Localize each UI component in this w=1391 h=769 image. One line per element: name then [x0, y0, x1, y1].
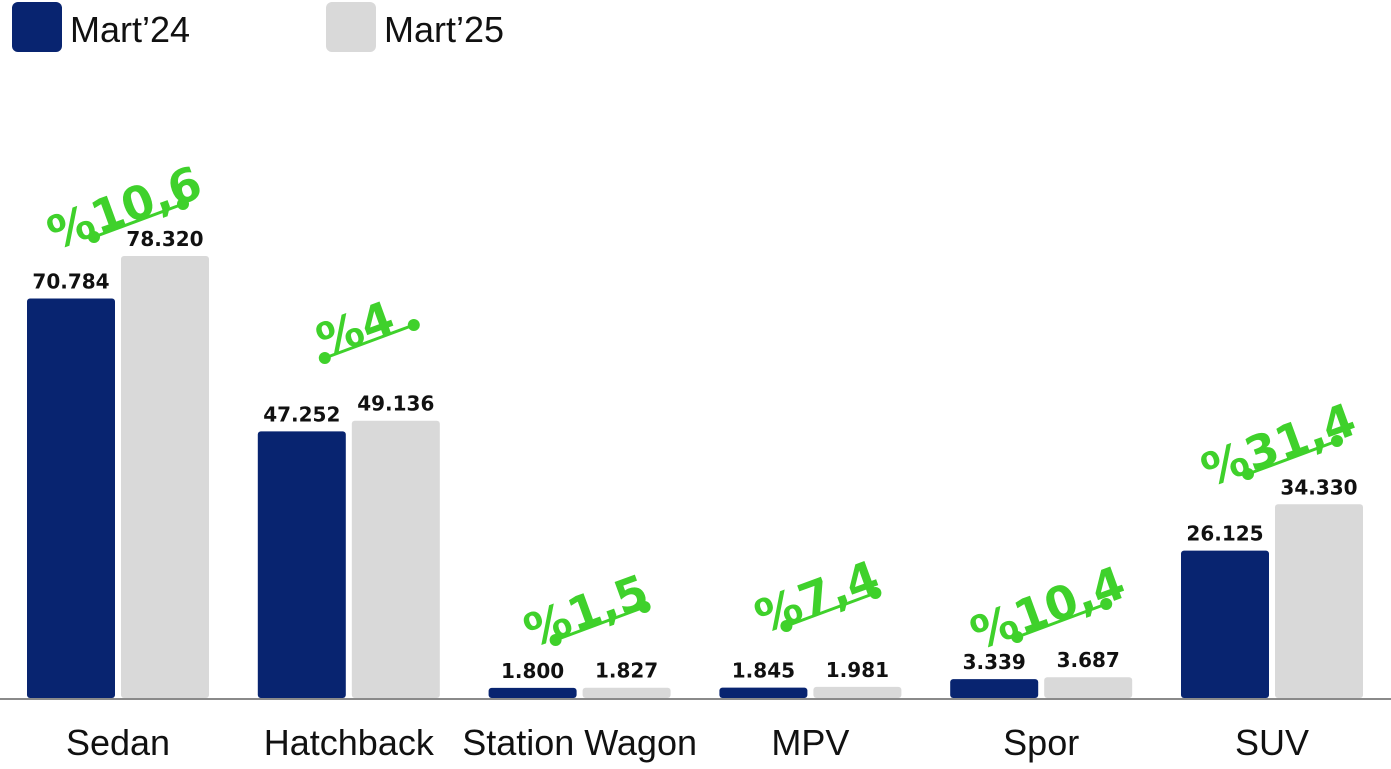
- bar: [351, 420, 440, 698]
- bar: [1275, 504, 1363, 698]
- bar: [1181, 550, 1269, 698]
- legend-swatch: [12, 2, 62, 52]
- change-annotation: %10,4: [964, 555, 1132, 660]
- value-label: 34.330: [1280, 475, 1357, 499]
- bar: [488, 687, 577, 698]
- value-label: 1.845: [732, 659, 795, 683]
- connector-dot: [1331, 435, 1343, 447]
- bar: [582, 687, 671, 698]
- change-label: %10,4: [964, 555, 1132, 660]
- value-label: 3.687: [1057, 648, 1120, 672]
- connector-dot: [177, 198, 189, 210]
- legend-swatch: [326, 2, 376, 52]
- bar: [719, 687, 808, 698]
- legend-label: Mart’24: [70, 9, 190, 50]
- connector-dot: [1100, 598, 1113, 610]
- x-tick-label: Hatchback: [264, 722, 435, 763]
- x-tick-label: SUV: [1235, 722, 1309, 763]
- connector-dot: [780, 620, 793, 632]
- change-annotation: %7,4: [748, 550, 886, 644]
- x-tick-label: Station Wagon: [462, 722, 697, 763]
- value-label: 49.136: [357, 392, 434, 416]
- bar: [27, 298, 115, 698]
- x-tick-label: Sedan: [66, 722, 170, 763]
- change-connector: [1016, 602, 1107, 639]
- connector-dot: [318, 352, 331, 364]
- legend-label: Mart’25: [384, 9, 504, 50]
- change-annotation: %4: [309, 290, 420, 368]
- bar: [1044, 677, 1133, 698]
- value-label: 47.252: [263, 402, 340, 426]
- change-label: %4: [309, 290, 401, 367]
- connector-dot: [1011, 631, 1024, 643]
- value-label: 3.339: [963, 650, 1026, 674]
- connector-dot: [407, 319, 420, 331]
- value-label: 70.784: [32, 270, 109, 294]
- change-connector: [324, 323, 415, 360]
- value-label: 78.320: [126, 227, 203, 251]
- connector-dot: [1242, 468, 1254, 480]
- change-label: %1,5: [517, 564, 655, 658]
- change-connector: [93, 202, 184, 239]
- x-tick-label: MPV: [771, 722, 849, 763]
- bar: [950, 679, 1039, 698]
- bar: [257, 431, 346, 698]
- change-annotation: %1,5: [517, 564, 655, 658]
- change-label: %7,4: [748, 550, 886, 644]
- value-label: 26.125: [1186, 522, 1263, 546]
- change-connector: [555, 605, 646, 642]
- connector-dot: [869, 587, 882, 599]
- change-connector: [1247, 439, 1338, 476]
- x-tick-label: Spor: [1003, 722, 1079, 763]
- connector-dot: [88, 231, 100, 243]
- value-label: 1.981: [826, 658, 889, 682]
- change-connector: [785, 591, 876, 628]
- bar: [813, 686, 902, 698]
- connector-dot: [638, 601, 651, 613]
- bar: [121, 256, 209, 698]
- value-label: 1.827: [595, 659, 658, 683]
- connector-dot: [549, 634, 562, 646]
- value-label: 1.800: [501, 659, 564, 683]
